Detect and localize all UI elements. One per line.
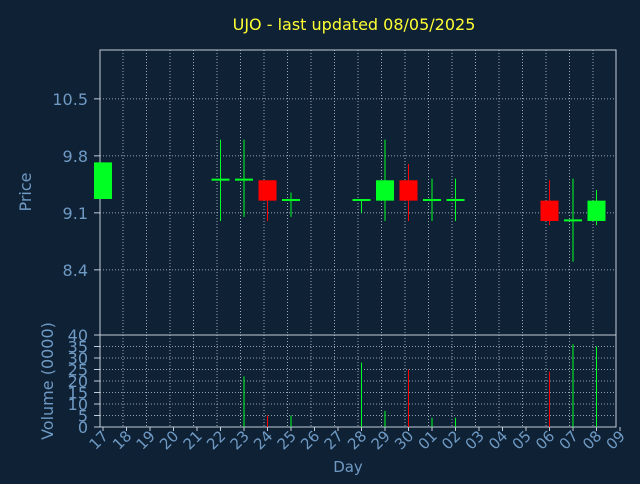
candle-down — [258, 180, 277, 201]
candle-down — [399, 180, 418, 201]
candles — [94, 139, 606, 262]
volume-tick-label: 15 — [68, 384, 88, 403]
volume-tick-label: 35 — [68, 338, 88, 357]
volume-tick-label: 5 — [78, 407, 88, 426]
price-tick-label: 10.5 — [52, 90, 88, 109]
day-tick-label: 23 — [227, 427, 253, 453]
day-tick-labels: 1718192021222324252627282930010203040506… — [86, 427, 629, 453]
volume-tick-label: 20 — [68, 372, 88, 391]
candle-up — [446, 199, 465, 202]
day-tick-label: 18 — [109, 427, 135, 453]
candle-up — [211, 178, 230, 181]
day-tick-label: 02 — [438, 427, 464, 453]
day-tick-label: 07 — [556, 427, 582, 453]
day-tick-label: 04 — [485, 427, 511, 453]
day-tick-label: 27 — [321, 427, 347, 453]
day-tick-label: 05 — [509, 427, 535, 453]
day-tick-label: 09 — [603, 427, 629, 453]
day-tick-label: 03 — [462, 427, 488, 453]
candle-up — [564, 219, 582, 222]
volume-bars — [243, 344, 597, 427]
day-tick-label: 08 — [579, 427, 605, 453]
candle-up — [376, 180, 394, 201]
volume-tick-label: 30 — [68, 349, 88, 368]
candle-down — [540, 200, 559, 221]
price-tick-labels: 8.4 9.1 9.8 10.5 — [52, 90, 88, 280]
candle-up — [423, 199, 441, 202]
day-tick-label: 19 — [133, 427, 159, 453]
day-tick-label: 22 — [203, 427, 229, 453]
volume-tick-label: 10 — [68, 395, 88, 414]
volume-gridlines — [94, 334, 616, 428]
candle-up — [587, 200, 606, 221]
day-tick-label: 30 — [391, 427, 417, 453]
candle-up — [235, 178, 253, 181]
volume-tick-label: 40 — [68, 326, 88, 345]
day-tick-label: 21 — [180, 427, 206, 453]
day-tick-label: 20 — [156, 427, 182, 453]
price-tick-label: 8.4 — [63, 261, 88, 280]
candle-up — [94, 162, 112, 200]
price-tick-label: 9.8 — [63, 147, 88, 166]
day-tick-label: 26 — [297, 427, 323, 453]
volume-tick-label: 0 — [78, 418, 88, 437]
day-tick-label: 29 — [368, 427, 394, 453]
price-gridlines — [94, 50, 616, 335]
volume-tick-label: 25 — [68, 361, 88, 380]
day-tick-label: 06 — [532, 427, 558, 453]
price-axis-label: Price — [16, 172, 35, 211]
day-tick-label: 24 — [250, 427, 276, 453]
day-tick-label: 28 — [344, 427, 370, 453]
candle-up — [282, 199, 300, 202]
candle-up — [352, 199, 371, 202]
day-tick-label: 01 — [415, 427, 441, 453]
chart-title: UJO - last updated 08/05/2025 — [233, 15, 476, 34]
price-tick-label: 9.1 — [63, 204, 88, 223]
day-axis-label: Day — [333, 458, 363, 476]
day-tick-label: 25 — [274, 427, 300, 453]
day-tick-label: 17 — [86, 427, 112, 453]
volume-axis-label: Volume (0000) — [38, 322, 57, 440]
